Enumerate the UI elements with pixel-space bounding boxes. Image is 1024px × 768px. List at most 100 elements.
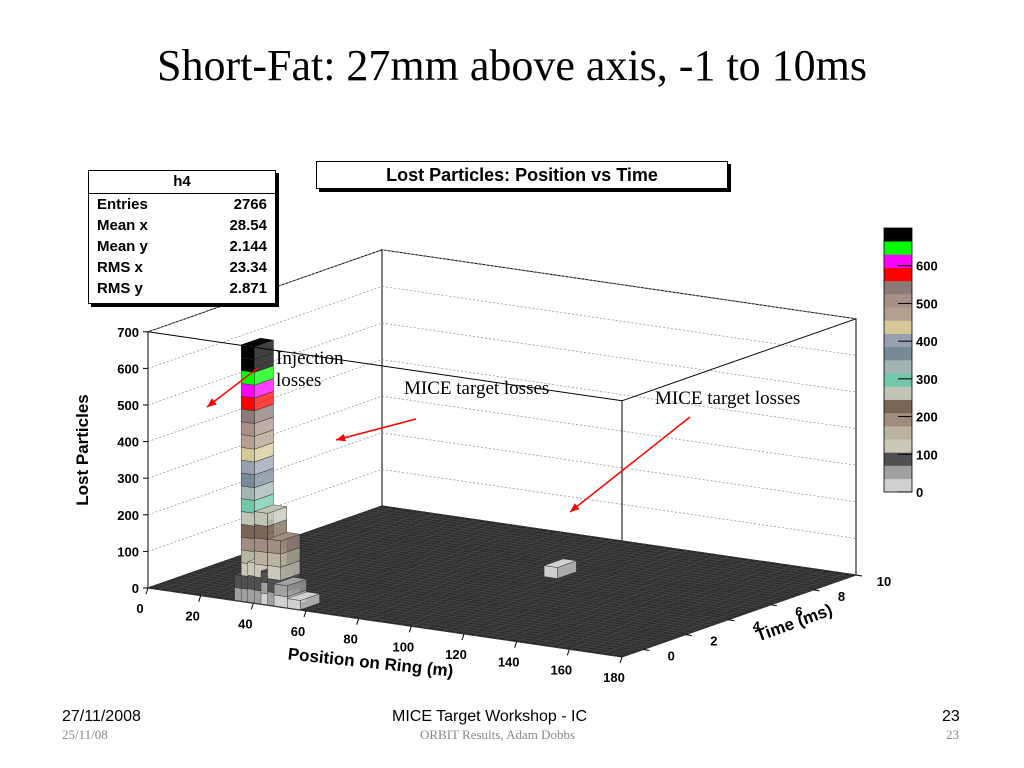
palette-swatch (884, 465, 912, 480)
arrow-mice-1 (335, 418, 417, 441)
floor-grid (371, 509, 846, 580)
palette-tick-label: 100 (916, 447, 938, 462)
floor-grid (286, 539, 761, 609)
y-tick (728, 619, 735, 622)
floor-grid (344, 518, 819, 589)
x-tick (198, 595, 202, 602)
arrow-mice-2-head (570, 503, 580, 512)
floor-grid (259, 548, 734, 619)
floor-grid (366, 511, 841, 581)
palette-tick-label: 200 (916, 410, 938, 425)
chart-title: Lost Particles: Position vs Time (316, 161, 728, 189)
footer-page: 23 (942, 708, 960, 725)
palette-swatch (884, 294, 912, 308)
bar-face (240, 408, 255, 424)
floor-grid (360, 513, 835, 583)
plot-floor (147, 505, 857, 658)
z-tick-label: 600 (117, 361, 139, 376)
bar-face (240, 434, 255, 450)
palette-swatch (884, 228, 912, 242)
annotation-mice-losses-2: MICE target losses (655, 388, 801, 409)
z-tick-label: 200 (117, 508, 139, 523)
floor-grid (381, 505, 857, 576)
stats-value: 2.871 (229, 280, 267, 297)
bar-face (240, 523, 255, 540)
stats-label: Mean y (97, 238, 148, 255)
bar-face (240, 472, 255, 488)
x-tick (461, 633, 465, 641)
stats-value: 28.54 (229, 217, 267, 234)
bar-face (240, 421, 255, 437)
floor-grid (254, 550, 729, 621)
x-tick (408, 626, 412, 633)
z-tick-label: 700 (117, 325, 139, 340)
slide-title: Short-Fat: 27mm above axis, -1 to 10ms (156, 41, 868, 90)
stats-value: 2766 (233, 196, 267, 213)
x-tick (250, 603, 254, 610)
z-tick-label: 100 (117, 544, 139, 559)
annotation-injection-line2: losses (276, 370, 322, 391)
floor-grid (355, 515, 830, 585)
bar-face (240, 344, 255, 360)
x-tick-label: 40 (238, 616, 252, 631)
x-tick-label: 160 (550, 662, 572, 677)
palette-swatch (884, 360, 912, 374)
palette-swatch (884, 452, 912, 466)
x-tick-label: 20 (185, 609, 199, 624)
arrow-mice-1-head (336, 433, 346, 442)
floor-grid (222, 561, 697, 632)
bar (287, 591, 320, 610)
palette-swatch (884, 333, 912, 348)
floor-grid (233, 557, 708, 628)
bar-face (273, 594, 288, 609)
bar-top (241, 337, 274, 348)
stats-row: RMS y 2.871 (89, 278, 275, 299)
annotation-injection-line1: Injection (276, 348, 344, 369)
floor-grid (339, 520, 814, 591)
x-tick-label: 180 (603, 670, 625, 685)
bar-face (543, 565, 558, 579)
stats-row: Mean y 2.144 (89, 236, 275, 257)
x-tick-label: 120 (445, 647, 467, 662)
palette-tick-label: 300 (916, 372, 938, 387)
y-tick-label: 2 (710, 634, 717, 649)
footer-sub-date: 25/11/08 (62, 727, 108, 742)
floor-grid (147, 587, 623, 658)
palette-swatch (884, 439, 912, 453)
palette-swatch (884, 320, 912, 334)
palette-swatch (884, 426, 912, 440)
bar (543, 558, 577, 579)
bar-face (254, 524, 268, 540)
x-tick (566, 649, 570, 656)
floor-grid (376, 507, 851, 578)
floor-grid (243, 554, 718, 624)
bar-face (240, 498, 255, 514)
plot-bars (234, 337, 577, 610)
bar-face (240, 357, 255, 373)
palette-tick-label: 400 (916, 334, 938, 349)
stats-row: Entries 2766 (89, 194, 275, 215)
annotation-arrows (206, 367, 691, 513)
color-palette: 0 100 200 300 400 500 600 (883, 227, 938, 500)
palette-tick-label: 600 (916, 259, 938, 274)
bar-face (240, 383, 255, 399)
x-tick-label: 100 (392, 639, 414, 654)
y-tick (813, 589, 820, 592)
stats-row: Mean x 28.54 (89, 215, 275, 236)
x-tick-label: 60 (291, 624, 305, 639)
top-edge (147, 318, 857, 402)
bar-face (254, 550, 268, 566)
palette-swatch (884, 254, 912, 268)
x-tick (619, 656, 623, 664)
bar-face (240, 536, 255, 552)
palette-tick-label: 500 (916, 296, 938, 311)
bar-face (240, 511, 255, 527)
floor-grid (227, 559, 702, 630)
bar-face (240, 485, 255, 501)
z-tick-label: 0 (132, 581, 139, 596)
y-tick (855, 574, 863, 577)
bar-top (254, 504, 287, 514)
y-tick (770, 604, 777, 607)
x-tick (145, 587, 149, 595)
z-tick-label: 500 (117, 398, 139, 413)
